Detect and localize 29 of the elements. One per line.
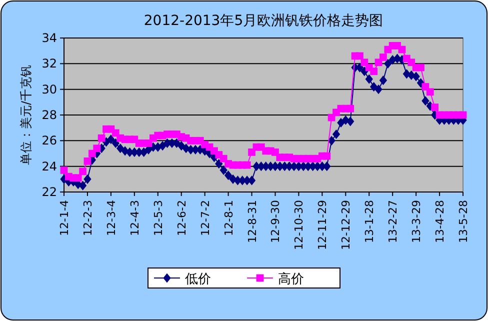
- y-tick-label: 30: [42, 82, 57, 96]
- y-tick-label: 34: [42, 31, 57, 45]
- x-tick-label: 12-7-2: [198, 200, 212, 236]
- y-tick-label: 32: [42, 56, 57, 71]
- legend-label: 低价: [185, 272, 211, 287]
- y-tick-label: 26: [42, 134, 57, 148]
- x-tick-label: 12-12-29: [340, 200, 353, 250]
- x-tick-label: 13-4-28: [434, 200, 447, 243]
- chart-title: 2012-2013年5月欧洲钒铁价格走势图: [144, 13, 384, 29]
- y-tick-label: 24: [42, 159, 57, 174]
- x-tick-label: 12-8-1: [222, 200, 236, 236]
- x-tick-label: 12-10-30: [292, 200, 306, 250]
- x-tick-label: 12-2-3: [81, 200, 94, 236]
- legend-label: 高价: [278, 271, 304, 287]
- x-tick-label: 12-1-4: [58, 200, 71, 236]
- x-tick-label: 12-6-2: [175, 200, 188, 236]
- x-tick-label: 12-11-29: [316, 200, 330, 250]
- x-tick-label: 13-5-28: [457, 200, 470, 243]
- y-axis-title: 单位：美元/千克钒: [19, 64, 33, 166]
- x-tick-label: 13-1-28: [363, 200, 376, 243]
- x-tick-label: 12-8-31: [246, 200, 259, 243]
- x-tick-label: 13-3-29: [410, 200, 424, 243]
- x-tick-label: 12-5-3: [152, 200, 165, 236]
- y-tick-label: 22: [42, 185, 57, 199]
- x-tick-label: 13-2-27: [386, 200, 400, 243]
- x-tick-label: 12-9-30: [269, 200, 282, 243]
- x-tick-label: 12-4-3: [128, 200, 142, 236]
- y-tick-label: 28: [42, 108, 57, 122]
- x-tick-label: 12-3-4: [104, 200, 118, 236]
